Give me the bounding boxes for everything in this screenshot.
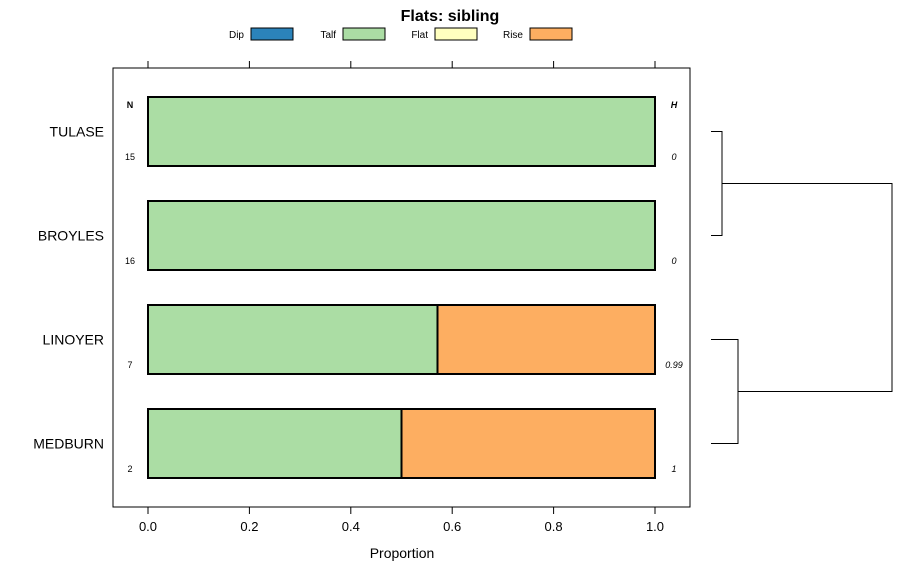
row-label-medburn: MEDBURN [33, 436, 104, 452]
x-tick-label: 1.0 [646, 519, 664, 534]
legend-swatch-flat [434, 27, 478, 41]
chart-title: Flats: sibling [401, 8, 500, 25]
legend-swatch-talf [342, 27, 386, 41]
n-value-tulase: 15 [125, 152, 135, 162]
bar-linoyer-rise [436, 304, 657, 375]
legend: Dip Talf Flat Rise [229, 27, 573, 41]
bar-medburn-talf [147, 408, 403, 479]
h-value-broyles: 0 [671, 256, 676, 266]
n-value-medburn: 2 [127, 464, 132, 474]
x-tick-label: 0.6 [443, 519, 461, 534]
x-axis: 0.0 0.2 0.4 0.6 0.8 1.0 [139, 61, 664, 534]
row-labels: TULASE BROYLES LINOYER MEDBURN [33, 124, 104, 452]
x-tick-label: 0.8 [545, 519, 563, 534]
x-tick-label: 0.4 [342, 519, 360, 534]
legend-label-dip: Dip [229, 30, 244, 41]
n-header: N [127, 100, 134, 110]
bar-broyles-talf [147, 200, 656, 271]
row-label-broyles: BROYLES [38, 228, 104, 244]
h-values: 0 0 0.99 1 [665, 152, 683, 474]
h-value-linoyer: 0.99 [665, 360, 683, 370]
n-value-broyles: 16 [125, 256, 135, 266]
plot-frame [112, 67, 691, 508]
n-values: 15 16 7 2 [125, 152, 135, 474]
bar-medburn-rise [400, 408, 656, 479]
legend-swatch-dip [250, 27, 294, 41]
legend-label-talf: Talf [320, 30, 336, 41]
legend-label-rise: Rise [503, 30, 523, 41]
dendrogram-branch-root [722, 183, 893, 392]
x-axis-label: Proportion [370, 545, 435, 561]
dendrogram-branch-group2 [711, 339, 739, 444]
legend-label-flat: Flat [411, 30, 428, 41]
n-value-linoyer: 7 [127, 360, 132, 370]
legend-swatch-rise [529, 27, 573, 41]
dendrogram [711, 131, 893, 444]
h-header: H [671, 100, 678, 110]
h-value-tulase: 0 [671, 152, 676, 162]
bar-linoyer-talf [147, 304, 439, 375]
h-value-medburn: 1 [671, 464, 676, 474]
row-label-tulase: TULASE [50, 124, 104, 140]
x-tick-label: 0.0 [139, 519, 157, 534]
bar-tulase-talf [147, 96, 656, 167]
dendrogram-branch-group1 [711, 131, 723, 236]
row-label-linoyer: LINOYER [43, 332, 104, 348]
bars [147, 96, 657, 479]
x-tick-label: 0.2 [240, 519, 258, 534]
